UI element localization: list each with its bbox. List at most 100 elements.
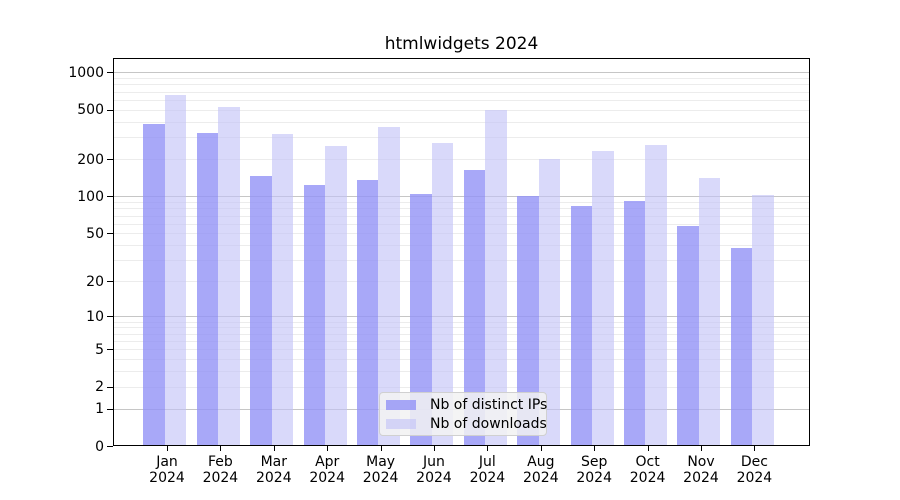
legend: Nb of distinct IPs Nb of downloads (379, 392, 547, 436)
legend-item: Nb of downloads (386, 415, 547, 432)
x-tick-month: Jun (423, 454, 445, 470)
minor-gridline (113, 371, 810, 373)
chart-title: htmlwidgets 2024 (384, 34, 539, 54)
legend-item: Nb of distinct IPs (386, 396, 547, 413)
bar-distinct-ips (463, 169, 486, 446)
y-tick-mark (107, 196, 113, 198)
x-tick-year: 2024 (522, 470, 559, 486)
x-tick-mark (701, 446, 702, 451)
bar-distinct-ips (250, 176, 272, 446)
x-tick-mark (594, 446, 596, 451)
minor-gridline (113, 109, 810, 111)
y-tick-mark (107, 349, 113, 351)
minor-gridline (113, 91, 810, 93)
y-tick-mark (107, 159, 113, 161)
minor-gridline (113, 327, 810, 329)
bar-distinct-ips (356, 179, 379, 446)
y-tick-mark (107, 109, 113, 111)
bar-downloads (164, 95, 187, 446)
minor-gridline (113, 321, 810, 323)
minor-gridline (113, 281, 810, 283)
x-tick-month: Nov (687, 454, 715, 470)
x-tick-label: Feb 2024 (203, 454, 239, 486)
minor-gridline (113, 121, 810, 123)
bar-distinct-ips (410, 193, 432, 446)
y-tick-label: 2 (95, 379, 104, 396)
x-tick-month: Apr (315, 454, 340, 470)
x-tick-mark (380, 446, 382, 451)
y-tick-mark (107, 386, 113, 388)
minor-gridline (113, 233, 810, 235)
major-gridline (113, 72, 810, 74)
x-tick-month: Dec (740, 454, 768, 470)
bar-downloads (752, 194, 774, 446)
x-tick-mark (487, 446, 489, 451)
legend-label: Nb of downloads (430, 415, 547, 432)
bar-downloads (485, 110, 507, 446)
minor-gridline (113, 260, 810, 262)
bar-downloads (378, 126, 400, 446)
y-tick-label: 1000 (68, 64, 104, 81)
x-tick-year: 2024 (683, 470, 719, 486)
x-tick-label: Nov 2024 (683, 454, 719, 486)
y-tick-label: 10 (86, 308, 104, 325)
y-tick-mark (107, 72, 113, 74)
x-tick-mark (167, 446, 168, 451)
minor-gridline (113, 84, 810, 86)
bar-downloads (698, 178, 721, 446)
bar-distinct-ips (196, 133, 219, 446)
bar-downloads (431, 143, 454, 446)
x-tick-year: 2024 (416, 470, 452, 486)
minor-gridline (113, 386, 810, 388)
y-tick-label: 20 (86, 273, 104, 290)
y-tick-label: 50 (86, 225, 104, 242)
minor-gridline (113, 159, 810, 161)
x-tick-mark (647, 446, 649, 451)
x-tick-month: Jan (156, 454, 178, 470)
bar-distinct-ips (677, 225, 699, 446)
x-tick-mark (273, 446, 275, 451)
x-tick-mark (540, 446, 542, 451)
y-tick-mark (107, 281, 113, 283)
plot-area: Nb of distinct IPs Nb of downloads (113, 58, 810, 446)
x-tick-mark (754, 446, 756, 451)
bar-layer (113, 58, 810, 446)
x-tick-year: 2024 (309, 470, 346, 486)
y-tick-label: 200 (77, 151, 104, 168)
x-tick-year: 2024 (736, 470, 773, 486)
x-tick-year: 2024 (469, 470, 506, 486)
y-tick-label: 500 (77, 102, 104, 119)
minor-gridline (113, 137, 810, 139)
minor-gridline (113, 333, 810, 335)
x-tick-month: Feb (207, 454, 233, 470)
bar-distinct-ips (570, 205, 592, 446)
minor-gridline (113, 358, 810, 360)
x-tick-mark (434, 446, 435, 451)
x-tick-label: Sep 2024 (576, 454, 612, 486)
x-tick-month: Sep (580, 454, 608, 470)
minor-gridline (113, 202, 810, 204)
x-tick-label: Dec 2024 (737, 454, 773, 486)
x-tick-year: 2024 (149, 470, 185, 486)
x-tick-label: May 2024 (363, 454, 399, 486)
bar-downloads (592, 150, 614, 446)
minor-gridline (113, 223, 810, 225)
x-tick-mark (327, 446, 329, 451)
x-tick-year: 2024 (576, 470, 613, 486)
bar-downloads (271, 133, 294, 446)
x-tick-label: Aug 2024 (523, 454, 559, 486)
x-tick-mark (220, 446, 222, 451)
x-tick-label: Jul 2024 (470, 454, 506, 486)
bar-downloads (325, 145, 347, 446)
bar-distinct-ips (303, 185, 325, 446)
x-tick-label: Mar 2024 (256, 454, 292, 486)
y-tick-mark (107, 408, 113, 410)
x-tick-year: 2024 (202, 470, 239, 486)
major-gridline (113, 316, 810, 318)
x-tick-year: 2024 (255, 470, 292, 486)
minor-gridline (113, 340, 810, 342)
legend-swatch-downloads (386, 418, 416, 429)
legend-swatch-distinct-ips (386, 399, 416, 410)
minor-gridline (113, 100, 810, 102)
x-tick-label: Jan 2024 (149, 454, 185, 486)
